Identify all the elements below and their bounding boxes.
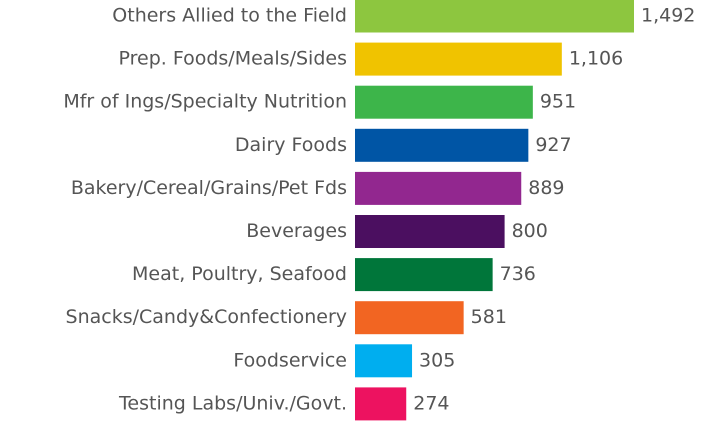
value-label: 736 bbox=[500, 263, 536, 285]
category-label: Prep. Foods/Meals/Sides bbox=[118, 48, 347, 70]
value-label: 1,106 bbox=[569, 48, 623, 70]
category-label: Foodservice bbox=[233, 349, 347, 371]
bar bbox=[355, 387, 407, 421]
value-label: 800 bbox=[512, 220, 548, 242]
category-label: Dairy Foods bbox=[235, 134, 347, 156]
value-label: 951 bbox=[540, 91, 576, 113]
value-label: 889 bbox=[528, 177, 564, 199]
category-label: Meat, Poultry, Seafood bbox=[132, 263, 347, 285]
bar bbox=[355, 0, 634, 33]
bar bbox=[355, 301, 464, 335]
category-label: Snacks/Candy&Confectionery bbox=[66, 306, 347, 328]
category-label: Others Allied to the Field bbox=[112, 5, 347, 27]
value-label: 274 bbox=[413, 392, 449, 414]
bar bbox=[355, 85, 533, 119]
bar bbox=[355, 42, 562, 76]
category-label: Testing Labs/Univ./Govt. bbox=[118, 392, 347, 414]
bar bbox=[355, 258, 493, 292]
category-label: Mfr of Ings/Specialty Nutrition bbox=[63, 91, 347, 113]
category-label: Beverages bbox=[246, 220, 347, 242]
bar bbox=[355, 171, 522, 205]
category-label: Bakery/Cereal/Grains/Pet Fds bbox=[71, 177, 347, 199]
value-label: 581 bbox=[471, 306, 507, 328]
bar bbox=[355, 215, 505, 248]
bar bbox=[355, 128, 529, 162]
bar bbox=[355, 344, 413, 378]
value-label: 305 bbox=[419, 349, 455, 371]
value-label: 927 bbox=[535, 134, 571, 156]
value-label: 1,492 bbox=[641, 5, 695, 27]
